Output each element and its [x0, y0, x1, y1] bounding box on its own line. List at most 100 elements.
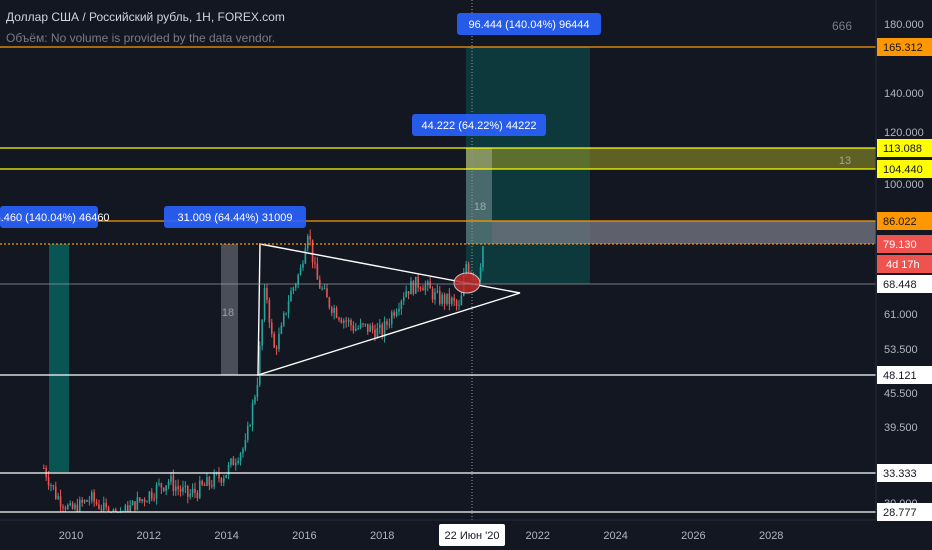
candle-body [354, 328, 357, 331]
candle-body [364, 323, 367, 325]
candle-body [203, 484, 206, 486]
candle-body [57, 496, 59, 499]
candle-body [340, 319, 343, 323]
candle-body [335, 308, 338, 318]
candle-body [297, 274, 299, 285]
measure-label: 44.222 (64.22%) 44222 [422, 120, 537, 132]
candle-body [194, 488, 196, 493]
price-tag [877, 160, 932, 178]
candle-body [263, 288, 266, 320]
candle-body [184, 485, 187, 488]
countdown-label: 4d 17h [886, 259, 920, 271]
breakout-circle [453, 272, 481, 294]
candle-body [287, 301, 290, 313]
candle-body [285, 312, 287, 314]
candle-body [160, 483, 163, 488]
candle-body [62, 506, 64, 508]
candle-body [198, 480, 201, 499]
candle-body [141, 499, 143, 502]
candle-body [143, 499, 146, 502]
candle-body [153, 498, 155, 500]
candle-body [100, 508, 103, 511]
price-tick-label: 45.500 [884, 388, 918, 400]
candle-body [424, 285, 427, 291]
price-tick-label: 61.000 [884, 309, 918, 321]
candle-body [50, 485, 52, 487]
price-tags: 165.312 113.088 104.440 86.022 79.130 68.448 4… [877, 38, 932, 521]
candle-body [179, 489, 182, 492]
candle-body [280, 325, 283, 334]
measure-box [0, 206, 98, 228]
candle-body [234, 463, 237, 466]
candle-body [422, 288, 424, 291]
symbol-title[interactable]: Доллар США / Российский рубль, 1H, FOREX… [6, 10, 285, 24]
candle-body [83, 500, 86, 503]
candle-body [465, 264, 467, 275]
candle-body [386, 321, 388, 325]
candle-body [86, 500, 88, 502]
price-tick-label: 180.000 [884, 19, 924, 31]
candle-body [59, 496, 62, 507]
white-zone [466, 148, 492, 244]
candle-body [102, 502, 105, 511]
candle-body [239, 453, 242, 461]
candle-body [294, 284, 297, 288]
drawings: 18 18 13 666 [222, 0, 852, 520]
measure-box [457, 13, 601, 35]
candle-body [321, 288, 323, 290]
candle-body [95, 501, 98, 505]
time-tick-label: 2018 [370, 530, 394, 542]
yellow-zone [466, 148, 876, 169]
candle-body [167, 481, 170, 486]
time-tick-label: 2028 [759, 530, 783, 542]
candle-body [326, 288, 328, 298]
candle-body [306, 236, 309, 249]
candle-body [405, 291, 407, 298]
candle-body [388, 323, 391, 325]
candle-body [362, 323, 364, 325]
price-tag [877, 464, 932, 482]
candle-body [258, 345, 261, 385]
candle-body [450, 297, 453, 305]
candle-body [210, 485, 213, 487]
price-tag [877, 503, 932, 521]
time-tick-label: 2024 [603, 530, 627, 542]
price-tag-label: 104.440 [883, 164, 923, 176]
time-tick-label: 2012 [137, 530, 161, 542]
measure-box [164, 206, 306, 228]
candle-body [42, 468, 45, 470]
candle-body [374, 329, 376, 339]
candle-body [74, 504, 76, 509]
candle-body [330, 307, 333, 313]
candle-body [256, 384, 259, 397]
candle-body [441, 294, 443, 304]
price-tick-label: 39.500 [884, 422, 918, 434]
candle-body [246, 426, 249, 440]
candle-body [410, 281, 412, 295]
candle-body [434, 292, 436, 300]
candle-body [438, 290, 441, 304]
measure-label: 31.009 (64.44%) 31009 [178, 212, 293, 224]
candle-body [81, 499, 83, 503]
candle-body [328, 297, 331, 308]
candle-body [93, 492, 95, 502]
candle-body [138, 497, 141, 502]
candle-body [232, 458, 235, 466]
price-tag [877, 275, 932, 293]
candles [42, 229, 484, 513]
price-tag-label: 165.312 [883, 42, 923, 54]
price-tick-label: 120.000 [884, 127, 924, 139]
candle-body [316, 263, 319, 280]
price-tag [877, 212, 932, 230]
corner-badge: 666 [832, 19, 852, 33]
candle-body [290, 290, 292, 302]
triangle-pattern [257, 243, 521, 376]
time-tick-label: 2026 [681, 530, 705, 542]
candle-body [299, 267, 302, 275]
candle-body [273, 333, 275, 348]
price-tick-label: 140.000 [884, 88, 924, 100]
candle-body [357, 328, 359, 330]
price-tick-label: 53.500 [884, 344, 918, 356]
candle-body [448, 293, 451, 305]
